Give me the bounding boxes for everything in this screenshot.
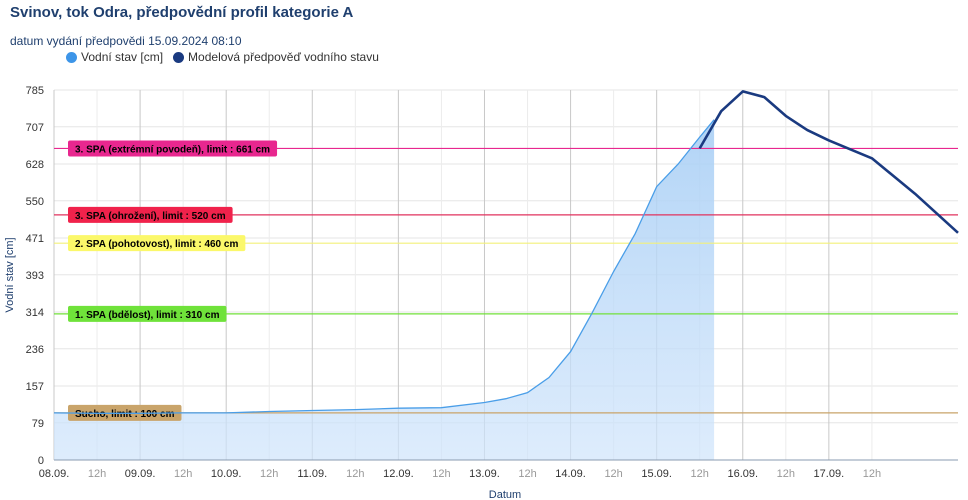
chart-subtitle: datum vydání předpovědi 15.09.2024 08:10 xyxy=(10,34,242,48)
y-tick-label: 79 xyxy=(32,418,44,430)
legend-label-forecast: Modelová předpověď vodního stavu xyxy=(188,50,379,64)
x-tick-label: 12h xyxy=(260,468,278,480)
observed-area xyxy=(54,119,715,460)
x-tick-label: 10.09. xyxy=(211,468,242,480)
legend-item-observed[interactable]: Vodní stav [cm] xyxy=(66,50,163,64)
y-axis-title: Vodní stav [cm] xyxy=(4,237,16,312)
legend: Vodní stav [cm] Modelová předpověď vodní… xyxy=(66,50,379,64)
observed-line xyxy=(53,119,715,414)
y-tick-label: 785 xyxy=(26,85,44,97)
x-axis-title: Datum xyxy=(489,489,521,500)
threshold-layer: 3. SPA (extrémní povodeň), limit : 661 c… xyxy=(54,140,958,421)
x-tick-label: 17.09. xyxy=(814,468,845,480)
axis-layer: 0 79 157 236 314 393 471 550 628 707 785 08.09. 12h 0… xyxy=(4,85,958,500)
threshold-label: 3. SPA (extrémní povodeň), limit : 661 c… xyxy=(75,144,270,155)
threshold-label: 2. SPA (pohotovost), limit : 460 cm xyxy=(75,239,238,250)
y-tick-label: 550 xyxy=(26,196,44,208)
series-layer xyxy=(53,90,959,414)
y-tick-label: 393 xyxy=(26,270,44,282)
forecast-line xyxy=(698,90,959,234)
forecast-series-dot-icon xyxy=(173,51,185,63)
threshold-label-bg xyxy=(68,235,246,252)
area-layer xyxy=(54,119,715,460)
x-tick-label: 12h xyxy=(863,468,881,480)
threshold-label: Sucho, limit : 100 cm xyxy=(75,409,175,420)
x-tick-label: 16.09. xyxy=(727,468,758,480)
y-tick-label: 236 xyxy=(26,344,44,356)
x-tick-label: 13.09. xyxy=(469,468,500,480)
x-tick-label: 12h xyxy=(346,468,364,480)
x-tick-label: 12h xyxy=(518,468,536,480)
x-tick-label: 12h xyxy=(777,468,795,480)
chart-title: Svinov, tok Odra, předpovědní profil kat… xyxy=(10,4,354,21)
threshold-label-bg xyxy=(68,140,278,157)
y-tick-label: 0 xyxy=(38,455,44,467)
y-tick-label: 707 xyxy=(26,122,44,134)
x-tick-label: 12h xyxy=(88,468,106,480)
threshold-label: 3. SPA (ohrožení), limit : 520 cm xyxy=(75,211,226,222)
y-tick-label: 471 xyxy=(26,233,44,245)
x-tick-label: 11.09. xyxy=(297,468,327,480)
x-tick-label: 12.09. xyxy=(383,468,414,480)
x-tick-label: 08.09. xyxy=(39,468,70,480)
x-tick-label: 09.09. xyxy=(125,468,156,480)
threshold-label-bg xyxy=(68,305,227,322)
x-tick-label: 12h xyxy=(604,468,622,480)
observed-series-dot-icon xyxy=(66,51,77,63)
x-tick-label: 12h xyxy=(174,468,192,480)
x-tick-label: 12h xyxy=(691,468,709,480)
x-tick-label: 14.09. xyxy=(555,468,586,480)
x-tick-label: 12h xyxy=(432,468,450,480)
legend-item-forecast[interactable]: Modelová předpověď vodního stavu xyxy=(173,50,379,64)
y-tick-label: 314 xyxy=(26,307,44,319)
y-tick-label: 157 xyxy=(26,381,44,393)
y-tick-label: 628 xyxy=(26,159,44,171)
legend-label-observed: Vodní stav [cm] xyxy=(81,50,164,64)
threshold-label-bg xyxy=(68,206,233,223)
threshold-label: 1. SPA (bdělost), limit : 310 cm xyxy=(75,310,220,321)
x-tick-label: 15.09. xyxy=(641,468,672,480)
